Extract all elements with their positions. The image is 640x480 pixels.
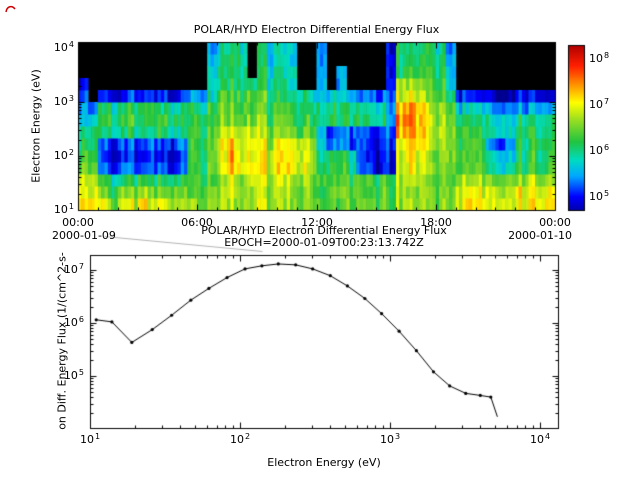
colorbar-tick: 108 <box>589 51 610 65</box>
spectrum-ytick: 105 <box>63 368 84 382</box>
colorbar-tick: 105 <box>589 189 610 203</box>
spectrogram-xtick: 18:00 <box>420 216 452 229</box>
spectrum-xtick: 104 <box>529 432 551 446</box>
spectrogram-xtick: 00:00 <box>62 216 94 229</box>
spectrogram-xtick: 06:00 <box>181 216 213 229</box>
spectrum-ylabel: on Diff. Energy Flux (1/(cm^2-s- <box>55 252 69 430</box>
spectrogram-ytick: 104 <box>53 40 74 54</box>
colorbar-tick: 107 <box>589 97 610 111</box>
spectrum-ytick: 107 <box>63 262 84 276</box>
spectrogram-xtick: 12:00 <box>301 216 333 229</box>
spectrogram-title: POLAR/HYD Electron Differential Energy F… <box>193 23 440 36</box>
spectrum-xtick: 101 <box>79 432 101 446</box>
spectrum-xtick: 102 <box>229 432 251 446</box>
spectrum-xtick: 103 <box>379 432 401 446</box>
spectrum-title: POLAR/HYD Electron Differential Energy F… <box>201 224 447 237</box>
spectrogram-ylabel: Electron Energy (eV) <box>29 69 43 183</box>
spectrogram-ytick: 102 <box>53 148 74 162</box>
spectrogram-xtick: 00:00 <box>539 216 571 229</box>
spectrogram-ytick: 103 <box>53 94 74 108</box>
spectrogram-ytick: 101 <box>53 202 74 216</box>
spectrum-ytick: 106 <box>63 315 84 329</box>
spectrum-xlabel: Electron Energy (eV) <box>267 456 381 469</box>
corner-annotation-mark <box>5 5 16 13</box>
spectrum-epoch-label: EPOCH=2000-01-09T00:23:13.742Z <box>224 236 424 249</box>
spectrogram-date-start: 2000-01-09 <box>52 229 116 242</box>
spectrogram-date-end: 2000-01-10 <box>508 229 572 242</box>
colorbar-tick: 106 <box>589 143 610 157</box>
